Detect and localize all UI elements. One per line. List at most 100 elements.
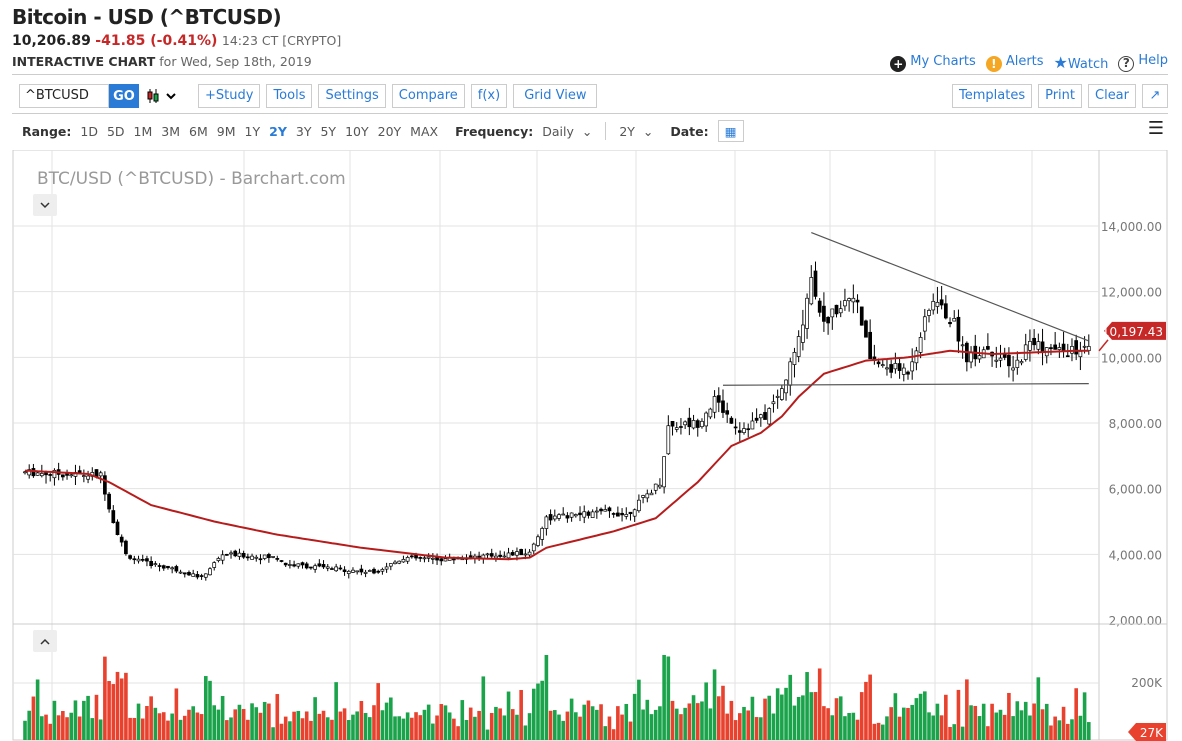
- range-6m[interactable]: 6M: [189, 123, 208, 139]
- candle-body: [119, 536, 124, 543]
- volume-bar: [1023, 701, 1028, 740]
- candle-body: [376, 570, 381, 573]
- volume-bar: [960, 726, 965, 740]
- volume-bar: [1049, 725, 1053, 740]
- volume-bar: [649, 714, 654, 740]
- volume-bar: [561, 720, 566, 740]
- volume-bar: [56, 715, 61, 740]
- symbol-input[interactable]: ^BTCUSD: [19, 84, 109, 108]
- candle-body: [170, 567, 175, 570]
- candle-body: [864, 320, 868, 338]
- candle-body: [128, 555, 132, 559]
- range-1y[interactable]: 1Y: [244, 123, 261, 139]
- range-10y[interactable]: 10Y: [345, 123, 369, 139]
- volume-bar: [527, 713, 532, 740]
- volume-bar: [426, 704, 431, 740]
- volume-bar: [254, 707, 259, 740]
- menu-icon[interactable]: ☰: [1147, 118, 1164, 139]
- collapse-button[interactable]: [33, 194, 57, 216]
- plus-circle-icon: +: [890, 55, 907, 72]
- go-button[interactable]: GO: [109, 84, 139, 108]
- candle-body: [351, 569, 355, 573]
- period-select[interactable]: 2Y ⌄: [619, 123, 654, 139]
- candle-body: [1074, 340, 1079, 355]
- range-3m[interactable]: 3M: [161, 123, 181, 139]
- frequency-value: Daily: [542, 123, 574, 139]
- clear-button[interactable]: Clear: [1088, 84, 1136, 108]
- candle-body: [1015, 359, 1020, 368]
- candle-body: [611, 513, 616, 515]
- volume-bar: [632, 693, 637, 740]
- candle-body: [986, 346, 990, 350]
- volume-bar: [136, 703, 141, 740]
- trend-line[interactable]: [811, 232, 1090, 342]
- fx-button[interactable]: f(x): [470, 84, 508, 108]
- candle-body: [742, 428, 746, 433]
- help-link[interactable]: ? Help: [1118, 53, 1168, 72]
- candle-body: [758, 414, 763, 419]
- candle-body: [262, 554, 267, 559]
- volume-bar: [611, 729, 616, 740]
- settings-button[interactable]: Settings: [318, 84, 386, 108]
- volume-bar: [691, 695, 696, 740]
- range-5y[interactable]: 5Y: [320, 123, 337, 139]
- range-2y[interactable]: 2Y: [269, 123, 287, 139]
- y-tick-label: 2,000.00: [1109, 614, 1162, 628]
- volume-bar: [687, 703, 692, 740]
- trend-line[interactable]: [722, 383, 1089, 386]
- volume-bar: [847, 713, 851, 740]
- watch-link[interactable]: ★Watch: [1054, 53, 1109, 72]
- study-button[interactable]: +Study: [198, 84, 261, 108]
- tools-button[interactable]: Tools: [266, 84, 313, 108]
- candle-body: [536, 536, 540, 546]
- volume-bar: [1086, 722, 1091, 740]
- volume-bar: [435, 715, 439, 740]
- volume-bar: [859, 692, 864, 740]
- volume-bar: [140, 718, 145, 740]
- volume-bar: [977, 716, 982, 740]
- candle-body: [561, 513, 566, 516]
- volume-bar: [704, 682, 708, 740]
- volume-bar: [998, 709, 1003, 740]
- candle-body: [721, 400, 725, 413]
- templates-button[interactable]: Templates: [952, 84, 1033, 108]
- range-1m[interactable]: 1M: [133, 123, 153, 139]
- candle-body: [603, 509, 608, 512]
- candle-body: [52, 470, 57, 479]
- price-chart[interactable]: 14,000.00 12,000.00 10,000.00 8,000.00 6,000…: [0, 150, 1182, 741]
- volume-bar: [342, 708, 347, 740]
- candle-body: [523, 553, 528, 556]
- candle-body: [695, 420, 700, 428]
- chart-type-selector[interactable]: [146, 88, 178, 108]
- calendar-button[interactable]: ▦: [717, 120, 744, 142]
- range-9m[interactable]: 9M: [216, 123, 236, 139]
- volume-bar: [124, 672, 128, 740]
- candle-body: [86, 475, 90, 480]
- print-button[interactable]: Print: [1038, 84, 1082, 108]
- compare-button[interactable]: Compare: [391, 84, 465, 108]
- my-charts-link[interactable]: + My Charts: [890, 54, 976, 72]
- candle-body: [422, 557, 427, 560]
- expand-button[interactable]: ↗: [1142, 84, 1168, 108]
- volume-bar: [834, 698, 839, 740]
- volume-bar: [82, 700, 86, 740]
- volume-bar: [952, 724, 957, 740]
- frequency-select[interactable]: Daily ⌄: [542, 123, 593, 139]
- range-1d[interactable]: 1D: [80, 123, 98, 139]
- candle-body: [271, 556, 275, 558]
- alerts-link[interactable]: ! Alerts: [985, 54, 1044, 72]
- candle-body: [27, 469, 32, 476]
- range-20y[interactable]: 20Y: [377, 123, 402, 139]
- range-5d[interactable]: 5D: [106, 123, 125, 139]
- grid-view-button[interactable]: Grid View: [513, 84, 598, 108]
- range-3y[interactable]: 3Y: [295, 123, 312, 139]
- top-links: + My Charts ! Alerts ★Watch ? Help: [890, 53, 1168, 72]
- range-max[interactable]: MAX: [410, 123, 439, 139]
- volume-bar: [843, 716, 847, 740]
- volume-bar: [569, 698, 574, 740]
- candle-body: [313, 565, 317, 570]
- volume-bar: [283, 716, 288, 740]
- candle-body: [586, 511, 591, 516]
- volume-bar: [918, 693, 923, 740]
- candle-body: [212, 562, 217, 568]
